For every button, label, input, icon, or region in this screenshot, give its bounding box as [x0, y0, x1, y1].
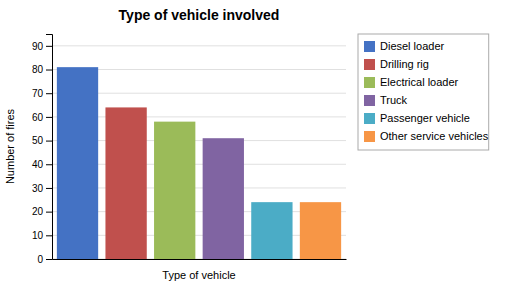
y-tick: 40 — [32, 159, 52, 170]
legend-label: Passenger vehicle — [380, 112, 470, 124]
legend-item: Electrical loader — [364, 76, 459, 88]
y-tick-mark — [46, 235, 52, 236]
y-tick-label: 40 — [32, 159, 44, 170]
legend-frame — [358, 34, 489, 150]
chart: 0 10 20 30 40 50 60 70 80 90 Type of vehicle Number… — [0, 0, 516, 291]
legend-label: Electrical loader — [380, 76, 459, 88]
y-tick-mark — [46, 188, 52, 189]
plot: 0 10 20 30 40 50 60 70 80 90 — [32, 35, 347, 265]
y-tick-mark — [46, 141, 52, 142]
bars — [57, 67, 341, 259]
y-tick: 0 — [37, 254, 52, 265]
x-axis-label: Type of vehicle — [162, 269, 235, 281]
y-tick-label: 30 — [32, 183, 44, 194]
y-tick-mark — [46, 93, 52, 94]
y-tick: 20 — [32, 206, 52, 217]
title: Type of vehicle involved — [119, 7, 280, 23]
legend-item: Passenger vehicle — [364, 112, 470, 124]
legend-swatch — [364, 77, 375, 88]
y-tick-label: 90 — [32, 41, 44, 52]
grid — [52, 46, 346, 259]
bar — [203, 138, 244, 259]
y-tick-mark — [46, 46, 52, 47]
y-tick-label: 60 — [32, 112, 44, 123]
legend-item: Truck — [364, 94, 408, 106]
y-tick-label: 0 — [37, 254, 43, 265]
y-tick: 90 — [32, 41, 52, 52]
legend-item: Diesel loader — [364, 40, 445, 52]
y-tick: 10 — [32, 230, 52, 241]
x-axis — [53, 259, 347, 260]
grid-line — [52, 45, 346, 46]
legend-label: Truck — [380, 94, 408, 106]
y-axis: 0 10 20 30 40 50 60 70 80 90 — [32, 35, 53, 265]
y-axis-line — [46, 35, 53, 260]
legend-label: Drilling rig — [380, 58, 429, 70]
legend: Diesel loader Drilling rig Electrical load… — [358, 34, 489, 150]
y-tick: 50 — [32, 135, 52, 146]
legend-swatch — [364, 131, 375, 142]
y-tick: 60 — [32, 112, 52, 123]
legend-swatch — [364, 41, 375, 52]
y-tick-label: 50 — [32, 135, 44, 146]
y-tick: 70 — [32, 88, 52, 99]
legend-swatch — [364, 113, 375, 124]
legend-item: Other service vehicles — [364, 130, 489, 142]
legend-label: Diesel loader — [380, 40, 445, 52]
y-tick-label: 70 — [32, 88, 44, 99]
bar — [57, 67, 98, 259]
legend-swatch — [364, 59, 375, 70]
y-tick-mark — [46, 212, 52, 213]
legend-label: Other service vehicles — [380, 130, 489, 142]
legend-item: Drilling rig — [364, 58, 429, 70]
bar — [154, 122, 195, 259]
legend-swatch — [364, 95, 375, 106]
y-tick-label: 10 — [32, 230, 44, 241]
y-tick-mark — [46, 70, 52, 71]
bar — [300, 202, 341, 259]
bar — [251, 202, 292, 259]
y-tick-mark — [46, 259, 52, 260]
y-tick-mark — [46, 164, 52, 165]
y-tick: 30 — [32, 183, 52, 194]
y-tick-mark — [46, 117, 52, 118]
y-tick: 80 — [32, 64, 52, 75]
y-axis-label: Number of fires — [4, 108, 16, 184]
y-tick-label: 20 — [32, 206, 44, 217]
x-axis-line — [53, 259, 347, 260]
bar — [105, 107, 146, 259]
y-tick-label: 80 — [32, 64, 44, 75]
